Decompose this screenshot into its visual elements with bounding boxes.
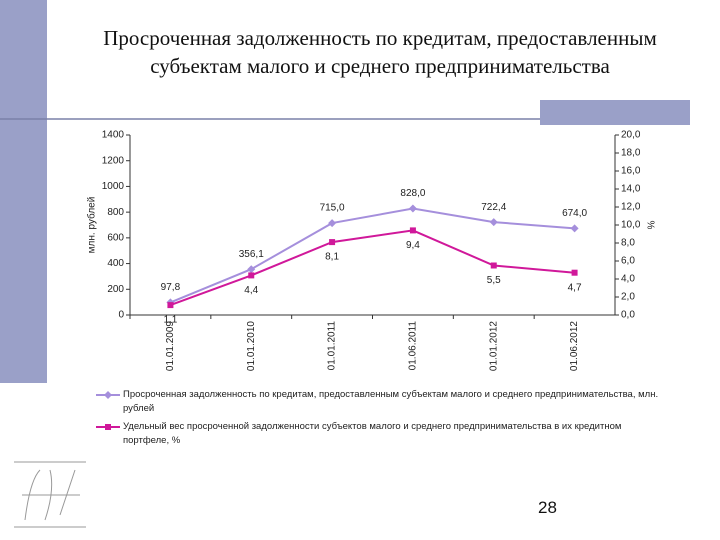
data-point <box>409 227 416 234</box>
data-label: 5,5 <box>487 275 501 286</box>
data-label: 674,0 <box>562 208 587 219</box>
data-point <box>408 204 417 213</box>
data-point <box>489 218 498 227</box>
x-tick-label: 01.01.2012 <box>488 321 499 371</box>
data-label: 4,7 <box>568 282 582 293</box>
data-label: 828,0 <box>400 188 425 199</box>
y2-tick-label: 20,0 <box>621 130 641 141</box>
y2-tick-label: 18,0 <box>621 148 641 159</box>
y2-tick-label: 6,0 <box>621 256 635 267</box>
x-tick-label: 01.01.2010 <box>246 321 257 371</box>
data-label: 97,8 <box>161 282 181 293</box>
series-line <box>170 207 575 304</box>
data-label: 1,1 <box>163 315 177 326</box>
corner-block <box>540 100 690 125</box>
data-label: 9,4 <box>406 240 420 251</box>
y-tick-label: 1200 <box>102 155 125 166</box>
legend-label: Удельный вес просроченной задолженности … <box>123 421 622 446</box>
legend-marker <box>104 391 112 399</box>
series-line <box>170 229 575 307</box>
legend-entry: Просроченная задолженность по кредитам, … <box>123 388 663 416</box>
y2-tick-label: 12,0 <box>621 202 641 213</box>
x-tick-label: 01.01.2011 <box>327 321 338 371</box>
data-label: 4,4 <box>244 285 258 296</box>
data-label: 722,4 <box>481 202 506 213</box>
side-bar <box>0 0 47 383</box>
y-tick-label: 600 <box>107 232 124 243</box>
y2-tick-label: 8,0 <box>621 238 635 249</box>
logo <box>14 461 86 528</box>
legend-marker <box>105 424 111 430</box>
x-tick-label: 01.06.2011 <box>408 321 419 371</box>
x-tick-label: 01.01.2009 <box>165 321 176 371</box>
data-point <box>571 269 578 276</box>
y2-tick-label: 10,0 <box>621 220 641 231</box>
data-point <box>329 239 336 246</box>
y-axis-label: млн. рублей <box>86 197 98 254</box>
data-point <box>570 224 579 233</box>
y-tick-label: 200 <box>107 284 124 295</box>
legend-label: Просроченная задолженность по кредитам, … <box>123 389 659 414</box>
page-number: 28 <box>538 498 557 517</box>
y-tick-label: 1400 <box>102 130 125 141</box>
y2-tick-label: 4,0 <box>621 274 635 285</box>
data-point <box>328 219 337 228</box>
y2-tick-label: 14,0 <box>621 184 641 195</box>
slide-title: Просроченная задолженность по кредитам, … <box>103 26 657 78</box>
data-point <box>490 262 497 269</box>
y-tick-label: 400 <box>107 258 124 269</box>
data-label: 715,0 <box>320 203 345 214</box>
y2-tick-label: 16,0 <box>621 166 641 177</box>
data-point <box>167 302 174 309</box>
y-tick-label: 1000 <box>102 181 125 192</box>
data-label: 356,1 <box>239 249 264 260</box>
data-point <box>248 272 255 279</box>
y2-tick-label: 0,0 <box>621 310 635 321</box>
data-label: 8,1 <box>325 252 339 263</box>
data-point <box>247 265 256 274</box>
x-tick-label: 01.06.2012 <box>569 321 580 371</box>
y-tick-label: 800 <box>107 207 124 218</box>
y2-axis-label: % <box>644 221 655 230</box>
y-tick-label: 0 <box>118 310 124 321</box>
y2-tick-label: 2,0 <box>621 292 635 303</box>
legend-entry: Удельный вес просроченной задолженности … <box>123 420 663 448</box>
